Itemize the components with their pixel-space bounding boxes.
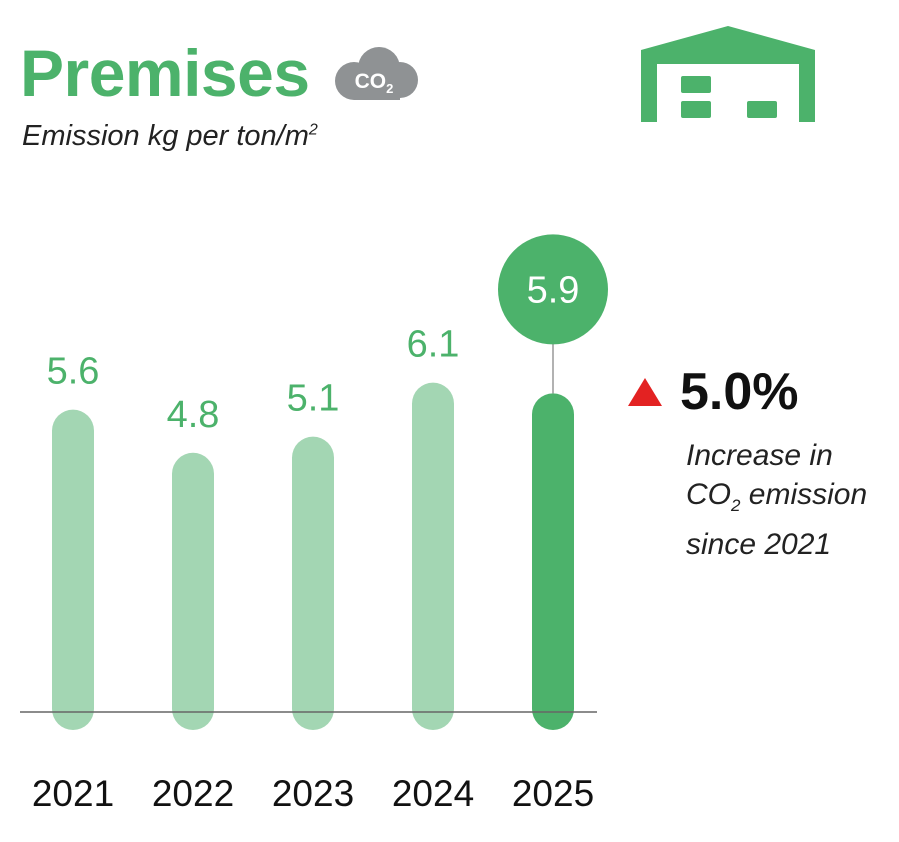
description-line-3: since 2021 bbox=[686, 528, 832, 561]
x-tick-label: 2021 bbox=[32, 773, 114, 814]
description-line-2: CO2 emission bbox=[686, 478, 868, 515]
labels-layer: 2021 5.6 2022 4.8 2023 5.1 2024 6.1 2025 5.9 bbox=[32, 234, 608, 814]
subtitle: Emission kg per ton/m2 bbox=[22, 122, 318, 151]
co2-badge-text: CO2 bbox=[355, 70, 394, 96]
increase-description: Increase in CO2 emission since 2021 bbox=[686, 436, 896, 564]
warehouse-icon bbox=[641, 26, 815, 122]
bar-2021 bbox=[52, 409, 94, 730]
x-tick-label: 2022 bbox=[152, 773, 234, 814]
x-tick-label: 2024 bbox=[392, 773, 474, 814]
bar-2024 bbox=[412, 382, 454, 730]
bar-2023 bbox=[292, 436, 334, 730]
data-label: 4.8 bbox=[167, 394, 220, 436]
up-triangle-icon bbox=[628, 378, 662, 406]
data-label: 5.9 bbox=[527, 269, 580, 311]
page-title: Premises bbox=[20, 36, 310, 110]
data-label: 6.1 bbox=[407, 324, 460, 366]
subtitle-main: Emission kg per ton/m bbox=[22, 120, 309, 152]
bar-2025 bbox=[532, 393, 574, 730]
highlight-value-circle bbox=[498, 234, 608, 345]
description-line-1: Increase in bbox=[686, 439, 833, 472]
co2-cloud-icon: CO2 bbox=[335, 47, 418, 100]
bar-2022 bbox=[172, 452, 214, 730]
x-tick-label: 2023 bbox=[272, 773, 354, 814]
x-tick-label: 2025 bbox=[512, 773, 594, 814]
bars-layer bbox=[20, 339, 597, 730]
data-label: 5.1 bbox=[287, 378, 340, 420]
data-label: 5.6 bbox=[47, 351, 100, 393]
increase-percentage: 5.0% bbox=[680, 363, 799, 421]
subtitle-superscript: 2 bbox=[308, 121, 318, 139]
